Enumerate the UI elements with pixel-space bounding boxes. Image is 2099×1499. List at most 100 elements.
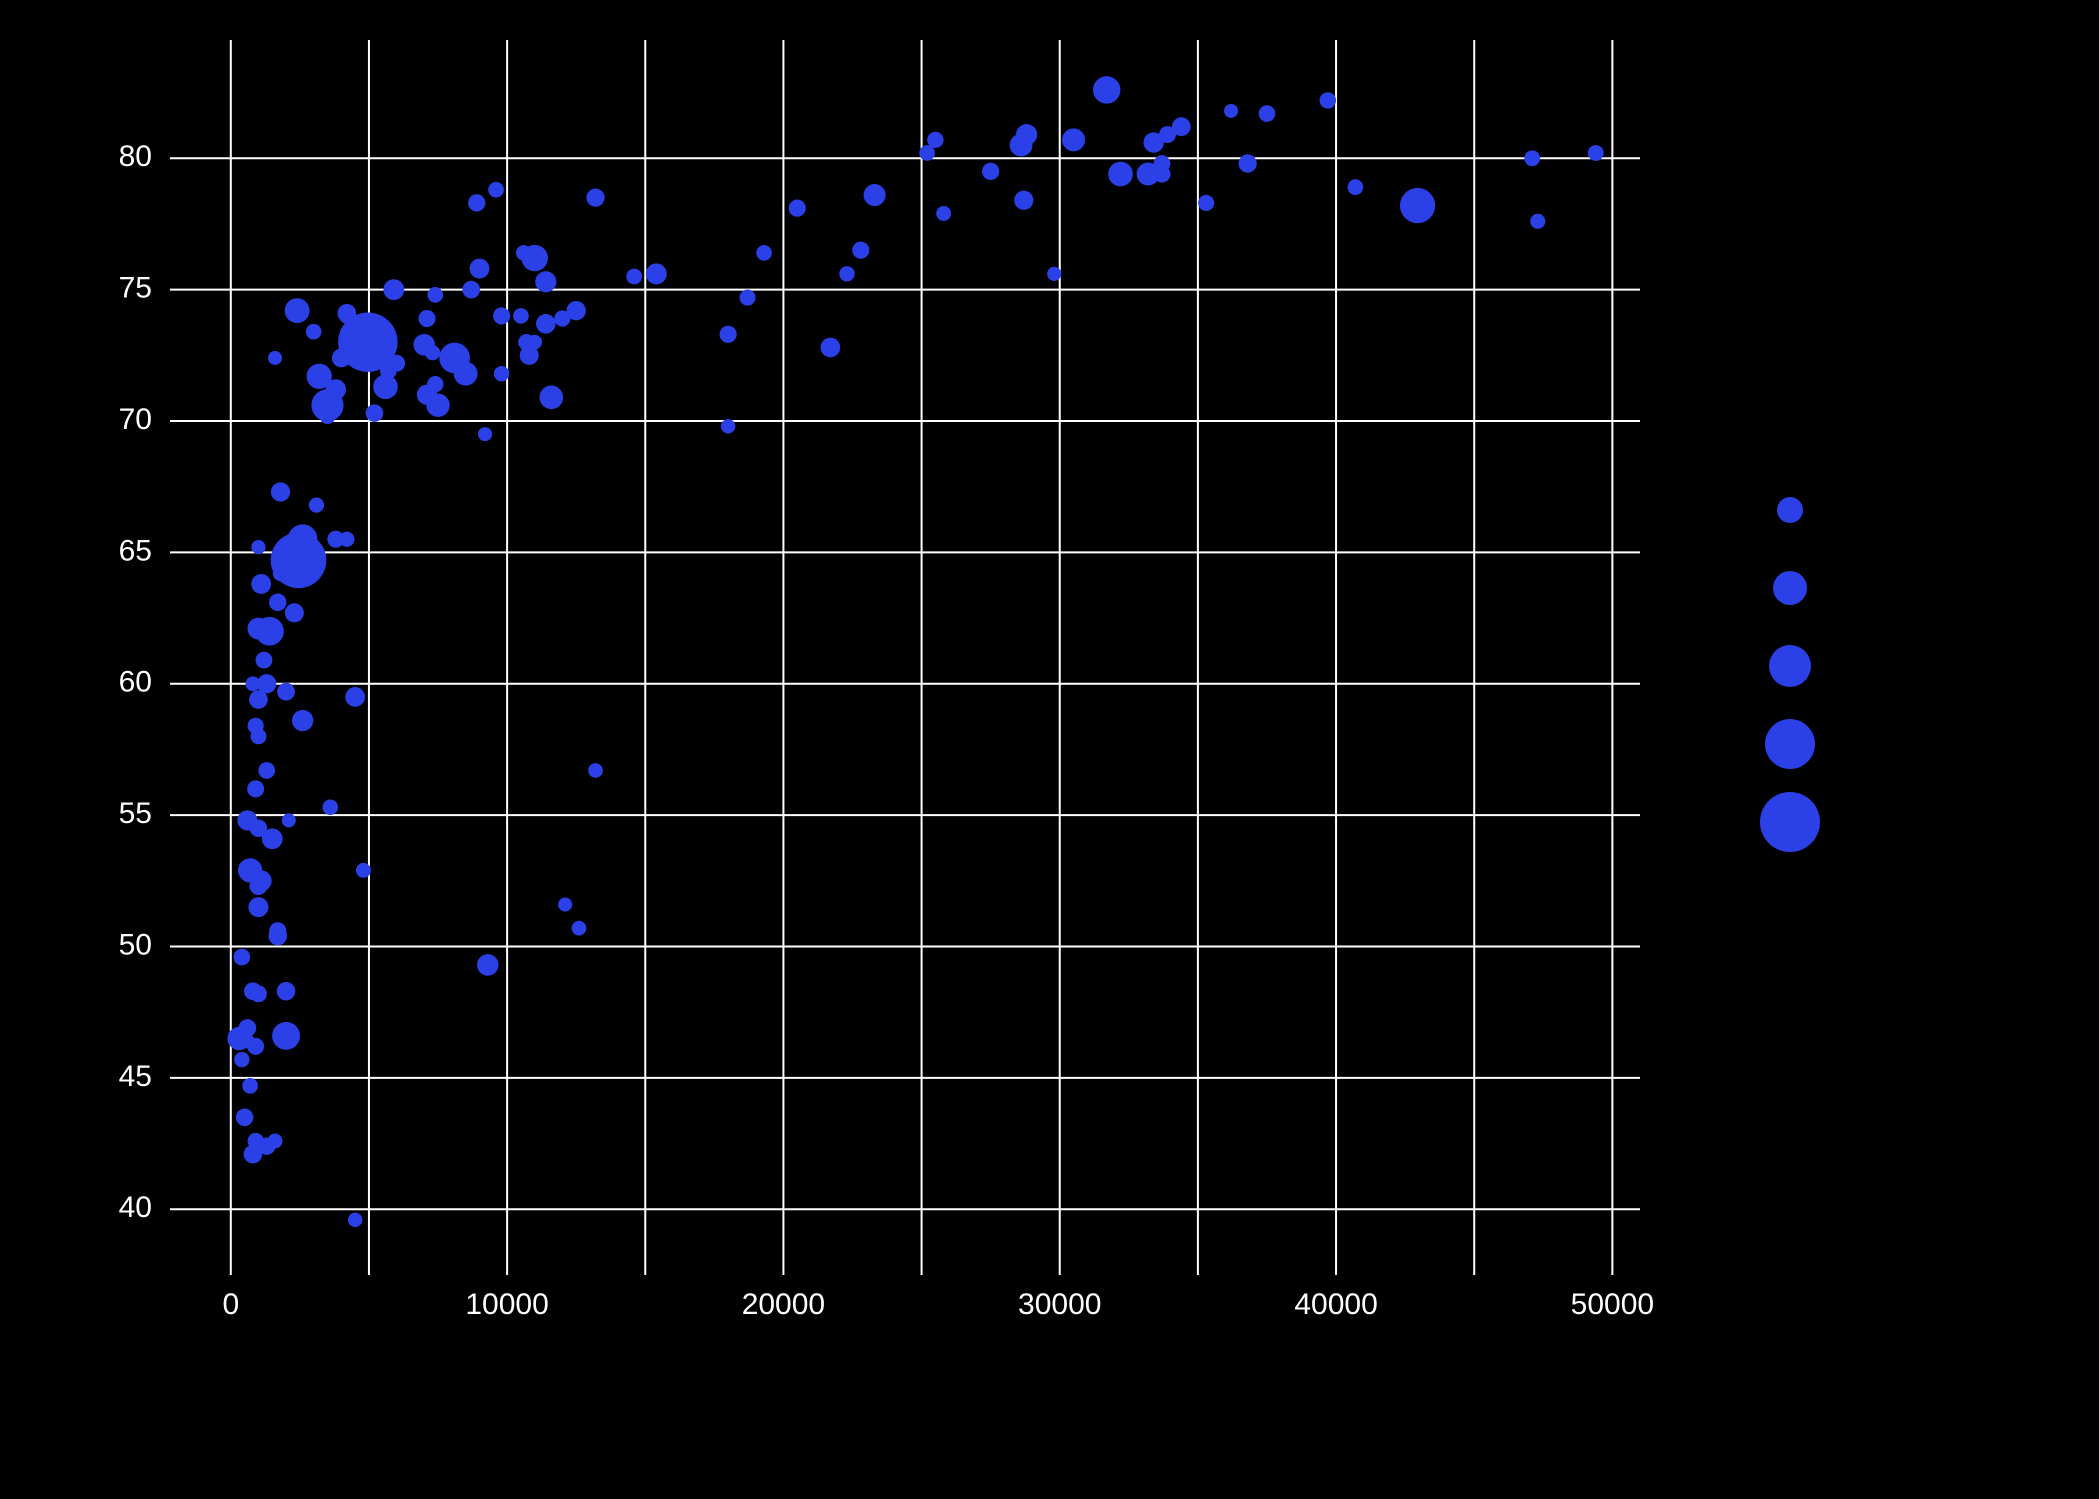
data-point xyxy=(721,419,735,433)
data-point xyxy=(462,281,480,299)
data-point xyxy=(383,279,404,300)
y-tick-label: 80 xyxy=(119,140,152,173)
data-point xyxy=(1014,191,1033,210)
data-point xyxy=(1224,104,1238,118)
data-point xyxy=(572,921,587,936)
data-point xyxy=(1159,126,1176,143)
data-point xyxy=(258,1138,275,1155)
data-point xyxy=(567,301,586,320)
data-point xyxy=(493,307,510,324)
x-tick-label: 50000 xyxy=(1571,1288,1654,1321)
data-point xyxy=(269,922,286,939)
data-point xyxy=(348,1213,362,1227)
x-tick-label: 10000 xyxy=(465,1288,548,1321)
data-point xyxy=(380,363,396,379)
data-point xyxy=(1137,162,1160,185)
legend-dot xyxy=(1765,719,1815,769)
data-point xyxy=(306,324,322,340)
y-tick-label: 40 xyxy=(119,1191,152,1224)
scatter-chart: 0100002000030000400005000040455055606570… xyxy=(0,0,2099,1499)
data-point xyxy=(494,366,509,381)
x-tick-label: 30000 xyxy=(1018,1288,1101,1321)
data-point xyxy=(269,594,287,612)
data-point xyxy=(982,163,999,180)
data-point xyxy=(864,184,886,206)
data-point xyxy=(307,364,332,389)
chart-svg: 0100002000030000400005000040455055606570… xyxy=(0,0,2099,1499)
data-point xyxy=(247,1038,264,1055)
data-point xyxy=(477,954,499,976)
legend-dot xyxy=(1769,645,1811,687)
data-point xyxy=(558,898,572,912)
data-point xyxy=(1320,92,1336,108)
data-point xyxy=(277,683,295,701)
data-point xyxy=(271,482,290,501)
data-point xyxy=(251,540,265,554)
data-point xyxy=(322,799,338,815)
y-tick-label: 65 xyxy=(119,534,152,567)
legend-dot xyxy=(1773,571,1807,605)
data-point xyxy=(478,427,492,441)
data-point xyxy=(355,337,371,353)
data-point xyxy=(756,245,772,261)
y-tick-label: 75 xyxy=(119,272,152,305)
data-point xyxy=(256,652,273,669)
y-tick-label: 50 xyxy=(119,928,152,961)
data-point xyxy=(516,245,531,260)
data-point xyxy=(273,566,288,581)
data-point xyxy=(236,1109,254,1127)
data-point xyxy=(720,326,737,343)
data-point xyxy=(242,1078,258,1094)
data-point xyxy=(626,269,642,285)
data-point xyxy=(426,394,449,417)
y-tick-label: 45 xyxy=(119,1060,152,1093)
data-point xyxy=(1108,162,1133,187)
data-point xyxy=(821,338,841,358)
data-point xyxy=(309,497,324,512)
data-point xyxy=(1238,154,1256,172)
data-point xyxy=(288,524,318,554)
data-point xyxy=(1400,188,1435,223)
data-point xyxy=(588,763,603,778)
data-point xyxy=(488,182,504,198)
data-point xyxy=(247,618,269,640)
data-point xyxy=(1016,124,1037,145)
data-point xyxy=(250,985,267,1002)
data-point xyxy=(789,200,806,217)
data-point xyxy=(427,287,443,303)
data-point xyxy=(1259,105,1276,122)
data-point xyxy=(454,362,478,386)
data-point xyxy=(248,718,264,734)
data-point xyxy=(1530,214,1545,229)
legend-dot xyxy=(1777,497,1803,523)
data-point xyxy=(1047,267,1061,281)
data-point xyxy=(249,690,268,709)
data-point xyxy=(250,820,268,838)
data-point xyxy=(936,206,951,221)
data-point xyxy=(739,289,755,305)
data-point xyxy=(339,532,354,547)
data-point xyxy=(366,404,384,422)
data-point xyxy=(247,780,264,797)
data-point xyxy=(251,870,272,891)
data-point xyxy=(535,271,556,292)
x-tick-label: 0 xyxy=(222,1288,239,1321)
data-point xyxy=(338,304,357,323)
data-point xyxy=(852,242,869,259)
data-point xyxy=(1524,150,1540,166)
data-point xyxy=(586,189,604,207)
data-point xyxy=(539,386,563,410)
x-tick-label: 20000 xyxy=(742,1288,825,1321)
data-point xyxy=(470,259,490,279)
data-point xyxy=(520,346,539,365)
data-point xyxy=(425,345,440,360)
data-point xyxy=(927,132,943,148)
data-point xyxy=(513,308,529,324)
data-point xyxy=(646,263,667,284)
data-point xyxy=(332,349,351,368)
data-point xyxy=(1198,195,1214,211)
x-tick-label: 40000 xyxy=(1294,1288,1377,1321)
data-point xyxy=(1348,179,1364,195)
data-point xyxy=(919,145,935,161)
data-point xyxy=(418,310,435,327)
